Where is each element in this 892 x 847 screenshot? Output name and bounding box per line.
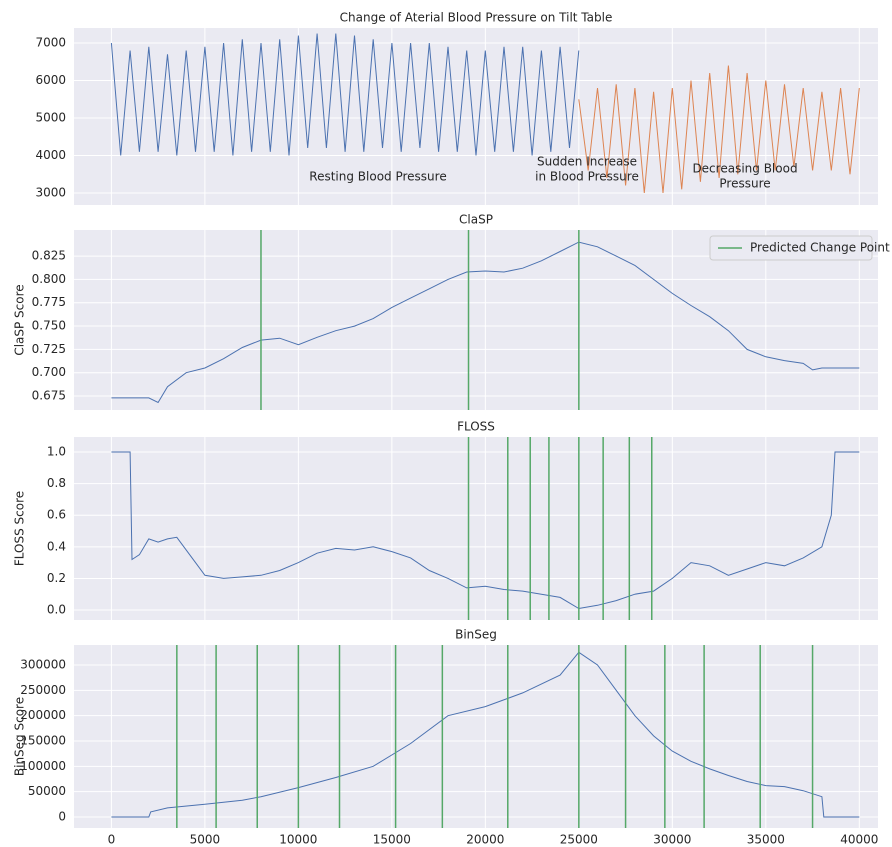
subplot-title: ClaSP bbox=[459, 213, 493, 227]
y-tick-label: 0.8 bbox=[47, 476, 66, 490]
x-tick-label: 30000 bbox=[653, 833, 691, 847]
y-tick-label: 3000 bbox=[35, 186, 66, 200]
x-tick-label: 0 bbox=[108, 833, 116, 847]
y-tick-label: 300000 bbox=[20, 658, 66, 672]
x-tick-label: 5000 bbox=[190, 833, 221, 847]
subplot-title: FLOSS bbox=[457, 420, 495, 434]
y-tick-label: 1.0 bbox=[47, 445, 66, 459]
legend-box bbox=[709, 235, 873, 261]
y-tick-label: 0 bbox=[58, 810, 66, 824]
y-tick-label: 0.4 bbox=[47, 539, 66, 553]
y-tick-label: 0.2 bbox=[47, 571, 66, 585]
annotation: in Blood Pressure bbox=[535, 170, 639, 184]
data-line bbox=[110, 33, 580, 156]
y-tick-label: 0.775 bbox=[32, 295, 66, 309]
y-tick-label: 200000 bbox=[20, 708, 66, 722]
y-tick-label: 0.675 bbox=[32, 389, 66, 403]
y-tick-label: 0.800 bbox=[32, 272, 66, 286]
plot-area bbox=[74, 28, 878, 205]
y-tick-label: 0.725 bbox=[32, 342, 66, 356]
y-axis-label: FLOSS Score bbox=[13, 491, 27, 566]
y-tick-label: 0.6 bbox=[47, 508, 66, 522]
data-line bbox=[111, 451, 860, 610]
y-tick-label: 0.700 bbox=[32, 365, 66, 379]
y-tick-label: 0.0 bbox=[47, 603, 66, 617]
y-tick-label: 0.825 bbox=[32, 249, 66, 263]
annotation: Pressure bbox=[719, 177, 770, 191]
y-tick-label: 5000 bbox=[35, 111, 66, 125]
annotation: Resting Blood Pressure bbox=[309, 170, 446, 184]
x-tick-label: 10000 bbox=[279, 833, 317, 847]
plot-area bbox=[74, 437, 878, 620]
annotation: Sudden Increase bbox=[537, 155, 637, 169]
x-tick-label: 35000 bbox=[747, 833, 785, 847]
y-tick-label: 50000 bbox=[28, 784, 66, 798]
y-tick-label: 250000 bbox=[20, 683, 66, 697]
y-tick-label: 7000 bbox=[35, 36, 66, 50]
x-tick-label: 15000 bbox=[373, 833, 411, 847]
y-axis-label: ClaSP Score bbox=[13, 284, 27, 355]
x-tick-label: 25000 bbox=[560, 833, 598, 847]
chart-title: Change of Aterial Blood Pressure on Tilt… bbox=[340, 11, 613, 25]
y-tick-label: 6000 bbox=[35, 73, 66, 87]
y-axis-label: BinSeg Score bbox=[13, 697, 27, 776]
plot-area bbox=[74, 645, 878, 828]
x-tick-label: 40000 bbox=[840, 833, 878, 847]
legend-label: Predicted Change Point bbox=[750, 241, 890, 255]
y-tick-label: 0.750 bbox=[32, 319, 66, 333]
x-tick-label: 20000 bbox=[466, 833, 504, 847]
data-line bbox=[111, 241, 860, 404]
annotation: Decreasing Blood bbox=[692, 162, 797, 176]
y-tick-label: 4000 bbox=[35, 148, 66, 162]
data-line bbox=[578, 65, 860, 194]
y-tick-label: 150000 bbox=[20, 734, 66, 748]
y-tick-label: 100000 bbox=[20, 759, 66, 773]
subplot-title: BinSeg bbox=[455, 628, 497, 642]
